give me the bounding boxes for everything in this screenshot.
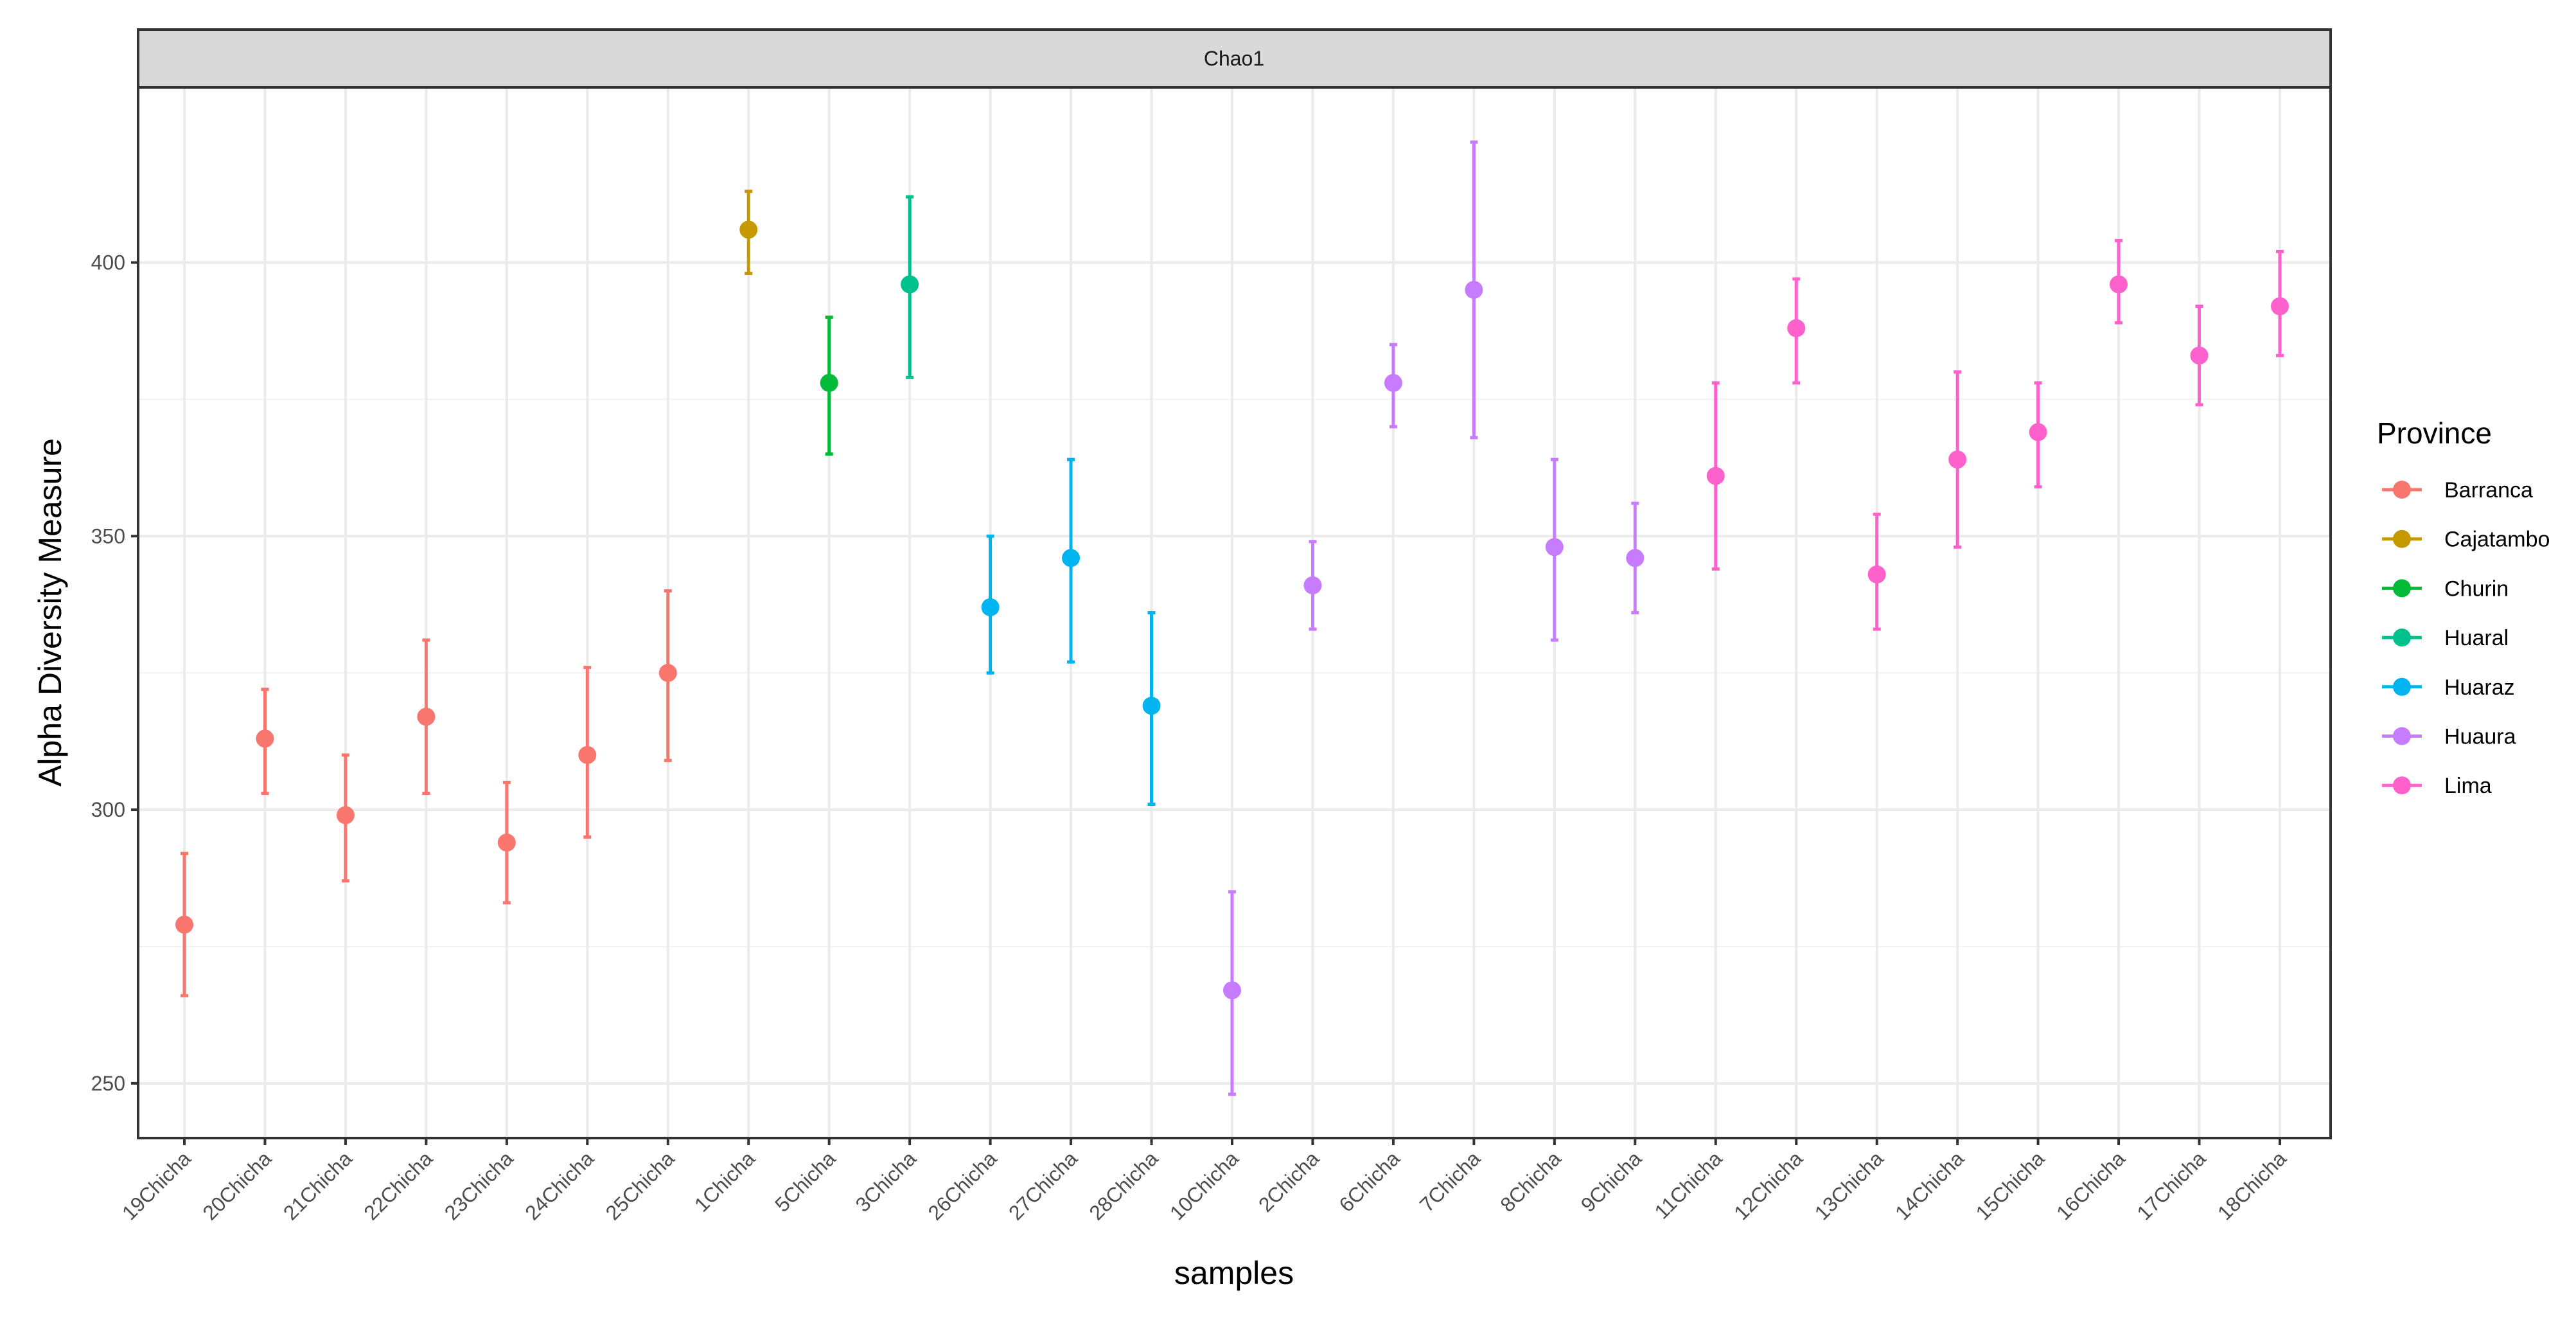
data-point xyxy=(417,708,436,726)
legend-key-point xyxy=(2393,579,2411,598)
data-point xyxy=(2110,275,2128,294)
data-point xyxy=(1384,373,1402,392)
data-point xyxy=(497,833,516,852)
legend-item: Huaraz xyxy=(2382,675,2515,700)
legend-key-point xyxy=(2393,481,2411,499)
y-axis: 250 300 350 400 xyxy=(91,251,138,1095)
y-tick-label: 300 xyxy=(91,798,125,821)
y-tick-label: 250 xyxy=(91,1072,125,1095)
legend: Province Barranca Cajatambo Churin Huaral Hu… xyxy=(2377,416,2550,798)
data-point xyxy=(981,598,1000,616)
legend-label: Lima xyxy=(2444,774,2492,798)
data-point xyxy=(820,373,838,392)
legend-item: Huaral xyxy=(2382,626,2509,650)
legend-title: Province xyxy=(2377,416,2492,450)
legend-item: Huaura xyxy=(2382,725,2516,749)
x-tick-label: 13Chicha xyxy=(1810,1146,1888,1224)
x-tick-label: 10Chicha xyxy=(1165,1146,1243,1224)
x-tick-label: 28Chicha xyxy=(1084,1146,1162,1224)
data-point xyxy=(901,275,919,294)
data-points xyxy=(175,220,2289,1000)
legend-key-point xyxy=(2393,727,2411,745)
data-point xyxy=(336,806,355,824)
x-tick-label: 6Chicha xyxy=(1334,1146,1404,1216)
legend-key-point xyxy=(2393,677,2411,696)
facet-strip: Chao1 xyxy=(137,28,2332,89)
legend-label: Cajatambo xyxy=(2444,528,2550,552)
x-tick-label: 18Chicha xyxy=(2213,1146,2291,1224)
x-tick-label: 14Chicha xyxy=(1891,1146,1968,1224)
facet-strip-label: Chao1 xyxy=(1204,47,1264,70)
y-axis-title: Alpha Diversity Measure xyxy=(32,438,68,787)
data-point xyxy=(1465,281,1483,299)
x-tick-label: 15Chicha xyxy=(1972,1146,2049,1224)
y-tick-label: 400 xyxy=(91,251,125,274)
x-tick-label: 26Chicha xyxy=(924,1146,1001,1224)
x-tick-label: 24Chicha xyxy=(520,1146,598,1224)
legend-item: Cajatambo xyxy=(2382,528,2550,552)
legend-item: Churin xyxy=(2382,576,2509,601)
data-point xyxy=(578,745,597,764)
data-point xyxy=(2190,346,2209,365)
data-point xyxy=(175,915,193,934)
x-tick-label: 3Chicha xyxy=(851,1146,921,1216)
x-tick-label: 23Chicha xyxy=(440,1146,518,1224)
x-tick-label: 1Chicha xyxy=(690,1146,760,1216)
data-point xyxy=(1867,565,1886,583)
legend-label: Huaraz xyxy=(2444,675,2515,700)
plot-panel xyxy=(138,87,2331,1138)
x-tick-label: 7Chicha xyxy=(1415,1146,1485,1216)
legend-item: Barranca xyxy=(2382,478,2533,503)
plot-panel-border xyxy=(137,86,2332,1139)
legend-label: Huaral xyxy=(2444,626,2509,650)
data-point xyxy=(1948,450,1967,469)
x-tick-label: 2Chicha xyxy=(1254,1146,1324,1216)
x-tick-label: 22Chicha xyxy=(359,1146,437,1224)
x-tick-label: 17Chicha xyxy=(2132,1146,2210,1224)
legend-key-point xyxy=(2393,530,2411,548)
legend-item: Lima xyxy=(2382,774,2492,798)
x-axis-title: samples xyxy=(1174,1255,1294,1291)
legend-label: Churin xyxy=(2444,576,2509,601)
x-tick-label: 5Chicha xyxy=(770,1146,840,1216)
legend-label: Huaura xyxy=(2444,725,2516,749)
legend-label: Barranca xyxy=(2444,478,2533,503)
data-point xyxy=(1062,549,1081,567)
x-tick-label: 9Chicha xyxy=(1576,1146,1646,1216)
x-tick-label: 25Chicha xyxy=(601,1146,679,1224)
data-point xyxy=(658,664,677,682)
data-point xyxy=(256,729,274,748)
x-tick-label: 21Chicha xyxy=(279,1146,357,1224)
y-tick-label: 350 xyxy=(91,524,125,548)
x-tick-label: 27Chicha xyxy=(1004,1146,1082,1224)
data-point xyxy=(1545,538,1564,557)
data-point xyxy=(739,220,758,239)
data-point xyxy=(2271,297,2289,316)
data-point xyxy=(1626,549,1645,567)
legend-key-point xyxy=(2393,628,2411,647)
data-point xyxy=(1706,467,1725,485)
data-point xyxy=(1142,697,1161,715)
data-point xyxy=(2029,423,2047,441)
x-tick-label: 16Chicha xyxy=(2052,1146,2130,1224)
data-point xyxy=(1787,319,1806,337)
x-tick-label: 12Chicha xyxy=(1729,1146,1807,1224)
data-point xyxy=(1223,981,1241,1000)
x-tick-label: 20Chicha xyxy=(198,1146,276,1224)
x-axis: 19Chicha 20Chicha 21Chicha 22Chicha 23Chicha… xyxy=(118,1138,2291,1225)
x-tick-label: 19Chicha xyxy=(118,1146,195,1224)
legend-key-point xyxy=(2393,776,2411,795)
x-tick-label: 8Chicha xyxy=(1495,1146,1566,1216)
x-tick-label: 11Chicha xyxy=(1650,1146,1727,1224)
data-point xyxy=(1303,576,1322,594)
